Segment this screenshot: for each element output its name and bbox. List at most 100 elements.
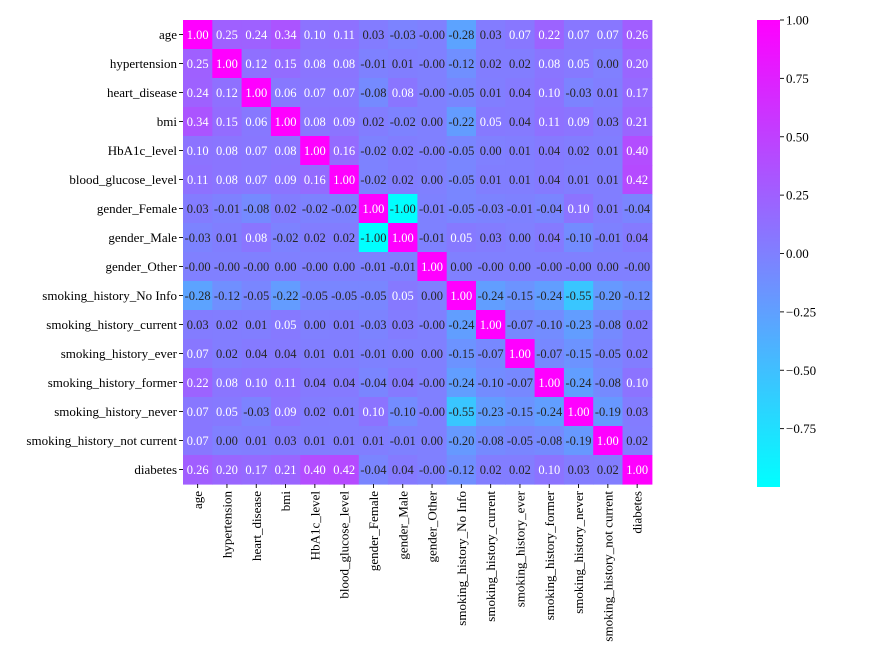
heatmap-cell bbox=[388, 397, 418, 427]
heatmap-cell bbox=[212, 49, 243, 79]
heatmap-annotations: 1.00 0.25 0.24 0.34 0.10 0.11 0.03 -0.03 -0.00 -0… bbox=[185, 28, 651, 477]
cell-value-label: 0.07 bbox=[245, 144, 267, 158]
cell-value-label: 0.00 bbox=[216, 434, 238, 448]
heatmap-cell bbox=[212, 397, 243, 427]
heatmap-cell bbox=[563, 252, 594, 282]
cell-value-label: 0.01 bbox=[333, 405, 355, 419]
heatmap-cell bbox=[534, 194, 565, 224]
cell-value-label: 0.02 bbox=[568, 144, 590, 158]
heatmap-cell bbox=[329, 252, 360, 282]
cell-value-label: 0.02 bbox=[597, 463, 619, 477]
cell-value-label: -0.12 bbox=[214, 289, 240, 303]
cell-value-label: -0.28 bbox=[448, 28, 474, 42]
heatmap-cell bbox=[300, 194, 331, 224]
cell-value-label: 0.01 bbox=[333, 318, 355, 332]
heatmap-cell bbox=[593, 223, 624, 253]
heatmap-cell bbox=[300, 397, 331, 427]
cell-value-label: 0.00 bbox=[480, 144, 502, 158]
cell-value-label: 0.10 bbox=[363, 405, 385, 419]
cell-value-label: 0.08 bbox=[392, 86, 414, 100]
heatmap-cell bbox=[300, 426, 331, 456]
heatmap-cell bbox=[183, 20, 213, 50]
heatmap-cell bbox=[212, 223, 243, 253]
cell-value-label: -0.15 bbox=[507, 405, 533, 419]
cell-value-label: 0.09 bbox=[568, 115, 590, 129]
heatmap-cell bbox=[388, 310, 418, 340]
cell-value-label: -0.20 bbox=[595, 289, 621, 303]
cell-value-label: 0.01 bbox=[363, 434, 385, 448]
heatmap-cell bbox=[388, 455, 418, 485]
x-tick-label: smoking_history_No Info bbox=[454, 491, 469, 626]
cell-value-label: -0.01 bbox=[360, 347, 386, 361]
colorbar-tick-label: −0.50 bbox=[786, 363, 816, 378]
cell-value-label: 1.00 bbox=[245, 86, 267, 100]
heatmap-cell bbox=[270, 397, 301, 427]
cell-value-label: 1.00 bbox=[626, 463, 648, 477]
cell-value-label: 0.11 bbox=[187, 173, 208, 187]
heatmap-cell bbox=[241, 223, 272, 253]
heatmap-cell bbox=[534, 107, 565, 137]
heatmap-cell bbox=[270, 49, 301, 79]
heatmap-cell bbox=[505, 107, 536, 137]
cell-value-label: 0.02 bbox=[480, 57, 502, 71]
cell-value-label: 1.00 bbox=[568, 405, 590, 419]
x-tick-label: HbA1c_level bbox=[307, 491, 322, 561]
heatmap-cell bbox=[358, 49, 389, 79]
cell-value-label: 0.42 bbox=[333, 463, 355, 477]
heatmap-cell bbox=[300, 281, 331, 311]
heatmap-cell bbox=[388, 252, 418, 282]
cell-value-label: -0.02 bbox=[302, 202, 328, 216]
heatmap-cell bbox=[300, 165, 331, 195]
heatmap-cell bbox=[270, 339, 301, 369]
heatmap-cell bbox=[534, 49, 565, 79]
cell-value-label: 0.26 bbox=[187, 463, 209, 477]
cell-value-label: 0.15 bbox=[216, 115, 238, 129]
heatmap-cell bbox=[300, 339, 331, 369]
cell-value-label: 0.01 bbox=[597, 202, 619, 216]
colorbar: 1.00 0.75 0.50 0.25 0.00 −0.25 −0.50 −0.75 bbox=[757, 13, 816, 487]
heatmap-cell bbox=[622, 252, 653, 282]
heatmap-cell bbox=[212, 107, 243, 137]
heatmap-cell bbox=[505, 397, 536, 427]
heatmap-cell bbox=[183, 223, 213, 253]
heatmap-cell bbox=[270, 368, 301, 398]
cell-value-label: 0.05 bbox=[450, 231, 472, 245]
y-tick-label: bmi bbox=[157, 114, 178, 129]
heatmap-cell bbox=[329, 426, 360, 456]
cell-value-label: 0.20 bbox=[216, 463, 238, 477]
cell-value-label: -0.03 bbox=[566, 86, 592, 100]
cell-value-label: 0.17 bbox=[626, 86, 648, 100]
cell-value-label: 0.01 bbox=[333, 347, 355, 361]
cell-value-label: -0.00 bbox=[536, 260, 562, 274]
cell-value-label: -0.00 bbox=[419, 376, 445, 390]
x-tick-label: smoking_history_current bbox=[483, 491, 498, 622]
cell-value-label: 0.20 bbox=[626, 57, 648, 71]
cell-value-label: -0.01 bbox=[507, 202, 533, 216]
heatmap-cell bbox=[563, 107, 594, 137]
heatmap-cell bbox=[593, 310, 624, 340]
cell-value-label: 0.00 bbox=[597, 260, 619, 274]
cell-value-label: 0.09 bbox=[275, 173, 297, 187]
cell-value-label: -0.20 bbox=[448, 434, 474, 448]
cell-value-label: 0.16 bbox=[304, 173, 326, 187]
cell-value-label: 0.01 bbox=[568, 173, 590, 187]
cell-value-label: 0.04 bbox=[392, 463, 415, 477]
heatmap-cell bbox=[417, 281, 448, 311]
heatmap-cell bbox=[593, 194, 624, 224]
y-tick-label: gender_Other bbox=[106, 259, 178, 274]
cell-value-label: -0.22 bbox=[448, 115, 474, 129]
heatmap-cell bbox=[563, 310, 594, 340]
heatmap-cell bbox=[593, 20, 624, 50]
cell-value-label: 0.34 bbox=[275, 28, 298, 42]
heatmap-cell bbox=[212, 455, 243, 485]
heatmap-cell bbox=[593, 136, 624, 166]
cell-value-label: -0.00 bbox=[419, 318, 445, 332]
cell-value-label: 0.08 bbox=[333, 57, 355, 71]
colorbar-tick-label: −0.25 bbox=[786, 304, 816, 319]
heatmap-cell bbox=[446, 368, 477, 398]
cell-value-label: -0.00 bbox=[214, 260, 240, 274]
heatmap-cell bbox=[183, 368, 213, 398]
cell-value-label: 0.22 bbox=[187, 376, 209, 390]
cell-value-label: 0.10 bbox=[626, 376, 648, 390]
cell-value-label: 0.09 bbox=[275, 405, 297, 419]
